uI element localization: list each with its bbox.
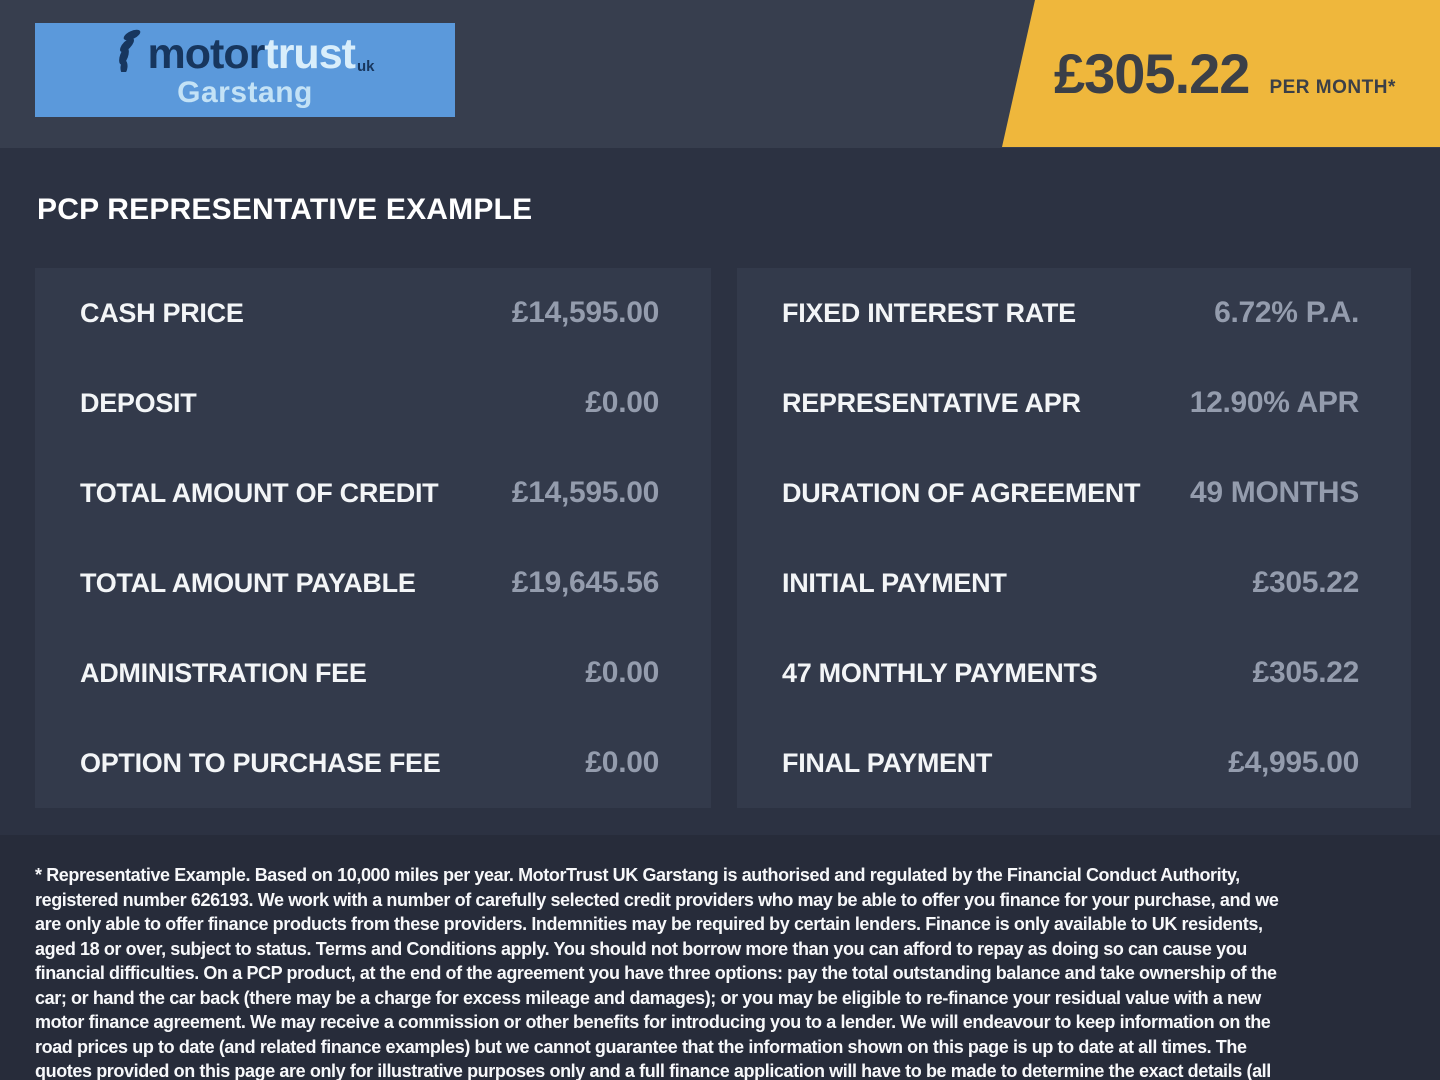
leaf-icon (116, 28, 142, 76)
finance-value: £14,595.00 (511, 476, 659, 509)
finance-label: INITIAL PAYMENT (782, 567, 1007, 598)
price-banner: £305.22 PER MONTH* (1002, 0, 1440, 147)
finance-value: £0.00 (585, 746, 659, 779)
brand-logo: motor trust uk Garstang (35, 23, 455, 117)
finance-row: TOTAL AMOUNT PAYABLE £19,645.56 (35, 538, 711, 628)
finance-label: TOTAL AMOUNT PAYABLE (80, 567, 416, 598)
finance-value: 49 MONTHS (1190, 476, 1359, 509)
monthly-price: £305.22 (1054, 42, 1250, 105)
brand-name-trust: trust (264, 29, 356, 78)
finance-row: CASH PRICE £14,595.00 (35, 268, 711, 358)
page-title: PCP REPRESENTATIVE EXAMPLE (37, 193, 533, 226)
finance-label: OPTION TO PURCHASE FEE (80, 747, 441, 778)
finance-row: INITIAL PAYMENT £305.22 (737, 538, 1411, 628)
finance-row: OPTION TO PURCHASE FEE £0.00 (35, 718, 711, 808)
brand-name-motor: motor (147, 29, 266, 78)
finance-value: 6.72% P.A. (1214, 296, 1359, 329)
finance-value: £14,595.00 (511, 296, 659, 329)
footer: * Representative Example. Based on 10,00… (0, 835, 1440, 1080)
finance-label: DURATION OF AGREEMENT (782, 477, 1141, 508)
finance-row: FINAL PAYMENT £4,995.00 (737, 718, 1411, 808)
finance-label: FIXED INTEREST RATE (782, 297, 1076, 328)
finance-row: 47 MONTHLY PAYMENTS £305.22 (737, 628, 1411, 718)
finance-value: £19,645.56 (511, 566, 659, 599)
footer-disclaimer: * Representative Example. Based on 10,00… (35, 865, 1279, 1080)
finance-panel-left: CASH PRICE £14,595.00 DEPOSIT £0.00 TOTA… (35, 268, 711, 808)
monthly-price-period: PER MONTH* (1269, 77, 1396, 98)
finance-label: FINAL PAYMENT (782, 747, 993, 778)
finance-label: DEPOSIT (80, 387, 197, 418)
brand-suffix-uk: uk (356, 58, 375, 75)
finance-value: £0.00 (585, 386, 659, 419)
finance-value: 12.90% APR (1189, 386, 1360, 419)
finance-value: £305.22 (1252, 566, 1360, 599)
finance-panel-right: FIXED INTEREST RATE 6.72% P.A. REPRESENT… (737, 268, 1411, 808)
brand-logo-wordmark: motor trust uk (116, 29, 375, 78)
finance-row: ADMINISTRATION FEE £0.00 (35, 628, 711, 718)
finance-label: CASH PRICE (80, 297, 244, 328)
finance-label: 47 MONTHLY PAYMENTS (782, 657, 1098, 688)
finance-value: £4,995.00 (1228, 746, 1359, 779)
header: motor trust uk Garstang £305.22 PER MONT… (0, 0, 1440, 148)
finance-row: REPRESENTATIVE APR 12.90% APR (737, 358, 1411, 448)
finance-label: ADMINISTRATION FEE (80, 657, 367, 688)
finance-row: DEPOSIT £0.00 (35, 358, 711, 448)
finance-value: £0.00 (585, 656, 659, 689)
finance-label: REPRESENTATIVE APR (782, 387, 1081, 418)
finance-row: FIXED INTEREST RATE 6.72% P.A. (737, 268, 1411, 358)
finance-label: TOTAL AMOUNT OF CREDIT (80, 477, 439, 508)
finance-row: DURATION OF AGREEMENT 49 MONTHS (737, 448, 1411, 538)
brand-location: Garstang (177, 76, 313, 109)
finance-value: £305.22 (1252, 656, 1360, 689)
finance-row: TOTAL AMOUNT OF CREDIT £14,595.00 (35, 448, 711, 538)
price-banner-inner: £305.22 PER MONTH* (1054, 41, 1396, 106)
